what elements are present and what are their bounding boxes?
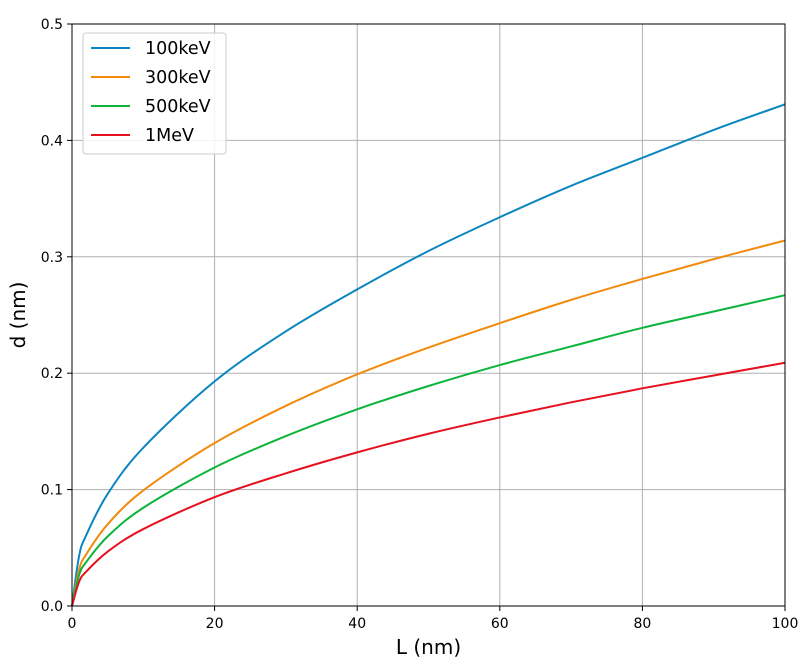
series-line-500kev	[71, 294, 786, 607]
x-tick-label: 0	[68, 616, 77, 632]
legend-box	[82, 32, 227, 155]
y-tick-label: 0.1	[41, 483, 63, 499]
y-tick-label: 0.4	[41, 133, 63, 149]
series-lines	[71, 103, 786, 607]
series-line-100kev	[71, 103, 786, 607]
x-tick-label: 80	[633, 616, 651, 632]
series-line-300kev	[71, 239, 786, 607]
x-axis-label: L (nm)	[396, 635, 461, 659]
x-tick-label: 60	[491, 616, 509, 632]
legend: 100keV 300keV 500keV 1MeV	[82, 32, 227, 155]
x-tick-label: 100	[772, 616, 799, 632]
y-tick-label: 0.3	[41, 250, 63, 266]
legend-label: 500keV	[145, 97, 211, 117]
y-tick-label: 0.2	[41, 366, 63, 382]
x-tick-label: 20	[206, 616, 224, 632]
legend-label: 1MeV	[145, 126, 194, 146]
plot-frame	[71, 23, 786, 607]
axis-ticks: 0 20 40 60 80 100 0.0 0.1 0.2 0.3 0.4 0.5	[41, 17, 799, 632]
x-tick-label: 40	[348, 616, 366, 632]
legend-label: 300keV	[145, 68, 211, 88]
legend-label: 100keV	[145, 39, 211, 59]
series-line-1mev	[71, 361, 786, 607]
y-axis-label: d (nm)	[6, 282, 30, 349]
y-tick-label: 0.5	[41, 17, 63, 33]
y-tick-label: 0.0	[41, 599, 63, 615]
